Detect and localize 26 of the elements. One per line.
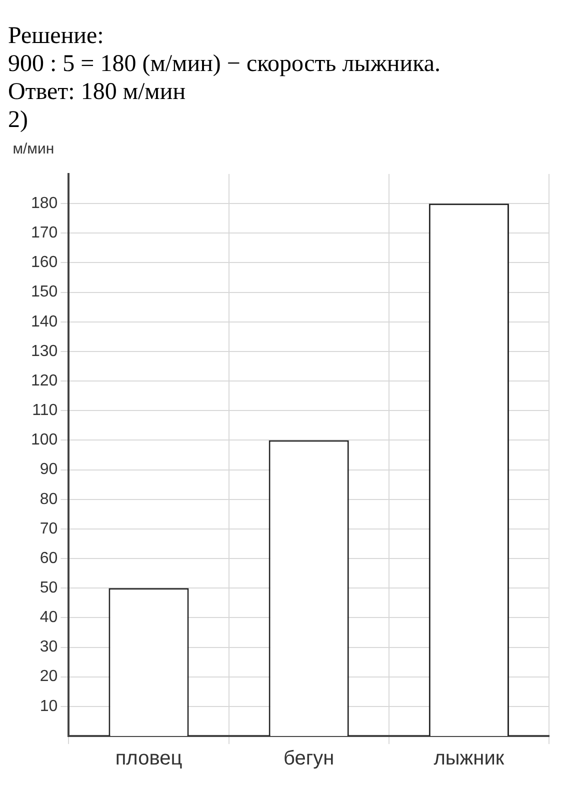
x-tick-label: лыжник: [434, 748, 504, 770]
y-tick-label: 180: [30, 194, 58, 212]
y-tick-label: 50: [40, 580, 58, 597]
y-tick-label: 70: [40, 520, 58, 538]
y-tick-label: 110: [32, 402, 58, 420]
y-tick-label: 10: [40, 698, 58, 715]
x-tick-label: пловец: [115, 748, 182, 770]
y-tick-label: 150: [30, 284, 58, 301]
y-axis-title: м/мин: [12, 140, 54, 158]
text: Решение:: [8, 22, 105, 50]
y-tick-label: 130: [30, 342, 58, 360]
y-tick-label: 120: [30, 372, 58, 390]
y-tick-label: 90: [40, 461, 58, 478]
x-tick-label: бегун: [283, 748, 334, 770]
text: 2): [8, 106, 29, 134]
y-tick-label: 60: [40, 550, 58, 567]
y-tick-label: 100: [30, 432, 58, 449]
y-tick-label: 80: [40, 490, 58, 508]
y-tick-label: 140: [30, 313, 58, 330]
y-tick-label: 30: [40, 638, 58, 656]
y-tick-label: 20: [40, 668, 58, 686]
text: 900 : 5 = 180 (м/мин) − скорость лыжника.: [8, 50, 442, 78]
y-tick-label: 160: [30, 254, 58, 272]
y-tick-label: 170: [30, 224, 58, 242]
text: Ответ: 180 м/мин: [8, 78, 187, 106]
y-tick-label: 40: [40, 609, 58, 626]
